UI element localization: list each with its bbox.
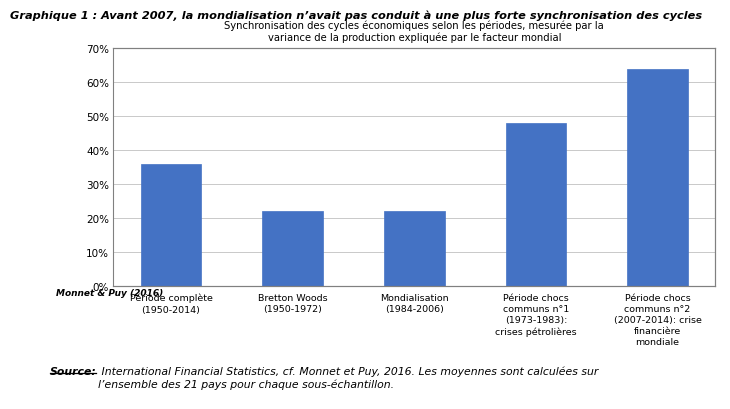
Text: Source:: Source: <box>50 366 96 376</box>
Text: Graphique 1 : Avant 2007, la mondialisation n’avait pas conduit à une plus forte: Graphique 1 : Avant 2007, la mondialisat… <box>10 10 702 21</box>
Bar <box>627 70 688 286</box>
Bar <box>505 124 566 286</box>
Bar <box>262 212 323 286</box>
Title: Synchronisation des cycles économiques selon les périodes, mesurée par la
varian: Synchronisation des cycles économiques s… <box>224 20 604 43</box>
Bar <box>140 164 201 286</box>
Text: Monnet & Puy (2016): Monnet & Puy (2016) <box>56 289 164 298</box>
Bar <box>384 212 445 286</box>
Text: International Financial Statistics, cf. Monnet et Puy, 2016. Les moyennes sont c: International Financial Statistics, cf. … <box>98 366 598 389</box>
